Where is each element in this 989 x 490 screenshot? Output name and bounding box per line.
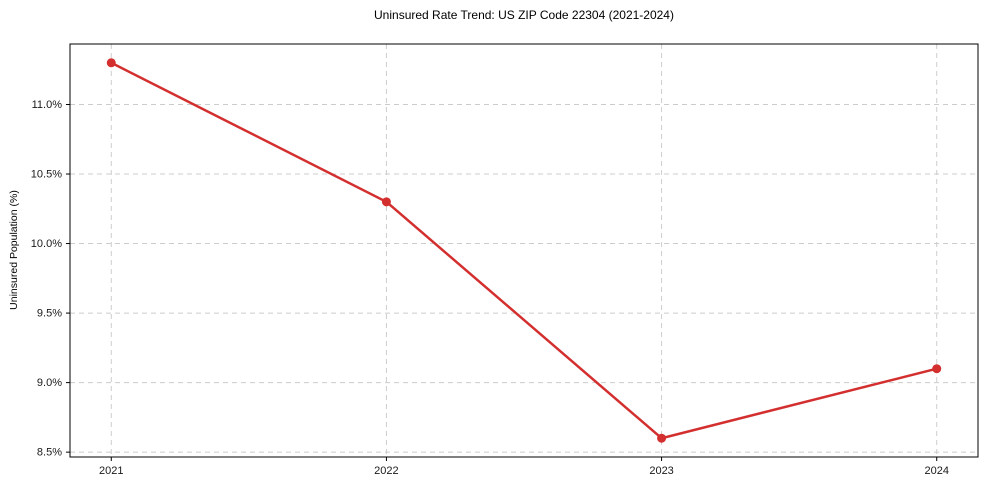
x-tick-label: 2023 bbox=[649, 465, 673, 477]
data-point bbox=[106, 58, 116, 68]
y-tick-label: 10.0% bbox=[31, 238, 62, 250]
x-tick-label: 2021 bbox=[99, 465, 123, 477]
y-tick-label: 8.5% bbox=[37, 447, 62, 459]
y-tick-label: 9.0% bbox=[37, 377, 62, 389]
chart-title: Uninsured Rate Trend: US ZIP Code 22304 … bbox=[374, 8, 674, 22]
data-point bbox=[657, 433, 667, 443]
y-tick-label: 11.0% bbox=[32, 99, 63, 111]
plot-border bbox=[69, 43, 979, 458]
x-tick-label: 2024 bbox=[924, 465, 948, 477]
x-tick-label: 2022 bbox=[374, 465, 398, 477]
data-point bbox=[932, 364, 942, 374]
trend-line bbox=[110, 61, 938, 440]
y-tick-label: 9.5% bbox=[37, 308, 62, 320]
y-tick-label: 10.5% bbox=[31, 169, 62, 181]
data-point bbox=[381, 197, 391, 207]
